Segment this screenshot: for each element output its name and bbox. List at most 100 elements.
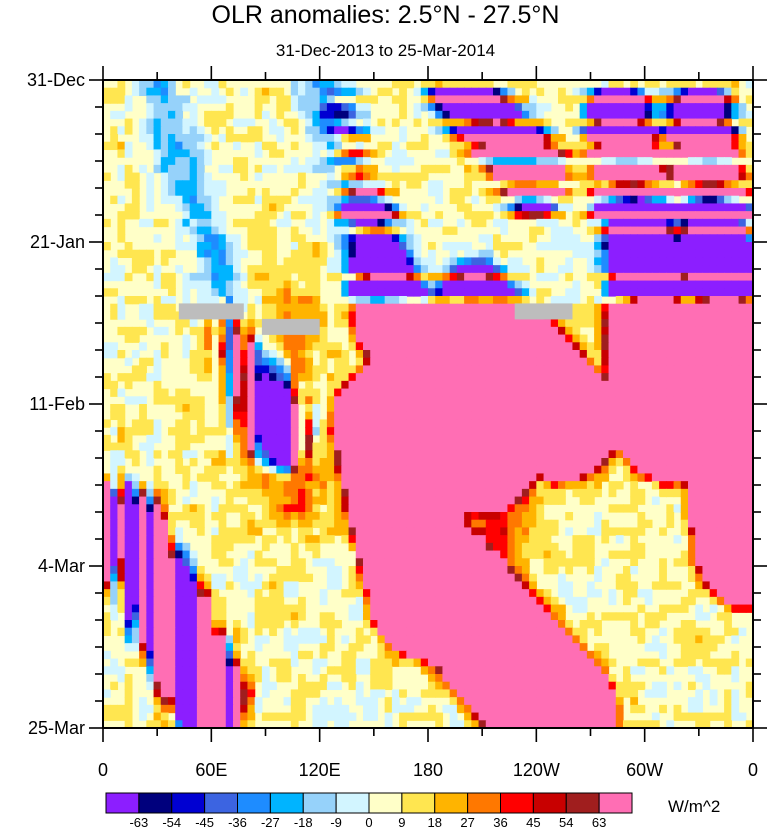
field-cell xyxy=(146,542,155,552)
field-cell xyxy=(608,319,617,328)
field-cell xyxy=(276,311,285,320)
field-cell xyxy=(464,542,472,552)
field-cell xyxy=(514,80,523,89)
field-cell xyxy=(240,118,249,127)
field-cell xyxy=(290,373,299,382)
field-cell xyxy=(363,103,371,112)
field-cell xyxy=(298,450,306,459)
field-cell xyxy=(514,188,523,197)
field-cell xyxy=(305,134,314,143)
field-cell xyxy=(745,257,753,266)
field-cell xyxy=(651,411,660,421)
field-cell xyxy=(283,527,292,536)
field-cell xyxy=(348,512,357,521)
field-cell xyxy=(623,87,631,97)
field-cell xyxy=(269,473,277,482)
field-cell xyxy=(644,195,653,205)
field-cell xyxy=(637,249,646,259)
field-cell xyxy=(572,604,581,613)
field-cell xyxy=(608,311,617,320)
field-cell xyxy=(319,535,328,544)
field-cell xyxy=(290,473,299,482)
field-cell xyxy=(738,180,747,189)
field-cell xyxy=(731,589,740,598)
field-cell xyxy=(276,596,285,606)
field-cell xyxy=(428,411,436,421)
field-cell xyxy=(261,373,270,382)
field-cell xyxy=(651,334,660,343)
field-cell xyxy=(406,558,415,567)
field-cell xyxy=(233,365,241,374)
field-cell xyxy=(153,80,162,89)
field-cell xyxy=(615,265,624,274)
field-cell xyxy=(139,504,147,513)
field-cell xyxy=(276,589,285,598)
field-cell xyxy=(709,334,718,343)
field-cell xyxy=(449,303,458,313)
field-cell xyxy=(464,512,472,521)
field-cell xyxy=(586,465,595,475)
field-cell xyxy=(182,427,191,436)
field-cell xyxy=(666,442,675,451)
field-cell xyxy=(233,411,241,421)
field-cell xyxy=(305,473,314,482)
field-cell xyxy=(377,550,386,559)
field-cell xyxy=(247,242,256,251)
field-cell xyxy=(716,326,725,336)
field-cell xyxy=(543,134,552,143)
field-cell xyxy=(644,357,653,367)
field-cell xyxy=(680,404,689,413)
field-cell xyxy=(680,303,689,313)
field-cell xyxy=(290,249,299,259)
field-cell xyxy=(355,288,364,297)
field-cell xyxy=(493,589,501,598)
field-cell xyxy=(153,303,162,313)
field-cell xyxy=(153,566,162,575)
field-cell xyxy=(521,118,530,127)
field-cell xyxy=(391,203,400,212)
field-cell xyxy=(406,303,415,313)
field-cell xyxy=(399,357,407,367)
field-cell xyxy=(168,110,176,120)
field-cell xyxy=(623,242,631,251)
field-cell xyxy=(196,596,205,606)
field-cell xyxy=(493,419,501,428)
field-cell xyxy=(550,188,559,197)
field-cell xyxy=(334,195,342,205)
field-cell xyxy=(471,458,480,467)
field-cell xyxy=(673,126,682,135)
field-cell xyxy=(124,334,133,343)
field-cell xyxy=(218,550,227,559)
field-cell xyxy=(298,596,306,606)
field-cell xyxy=(189,488,198,498)
field-cell xyxy=(471,542,480,552)
field-cell xyxy=(464,604,472,613)
field-cell xyxy=(623,465,631,475)
field-cell xyxy=(688,373,696,382)
field-cell xyxy=(731,195,740,205)
field-cell xyxy=(579,103,588,112)
field-cell xyxy=(363,573,371,583)
field-cell xyxy=(160,95,169,104)
field-cell xyxy=(644,157,653,166)
field-cell xyxy=(218,180,227,189)
field-cell xyxy=(738,542,747,552)
field-cell xyxy=(637,265,646,274)
field-cell xyxy=(651,272,660,282)
field-cell xyxy=(702,573,711,583)
field-cell xyxy=(702,87,711,97)
field-cell xyxy=(189,180,198,189)
field-cell xyxy=(724,319,732,328)
field-cell xyxy=(355,226,364,235)
field-cell xyxy=(370,434,379,444)
field-cell xyxy=(168,118,176,127)
field-cell xyxy=(247,234,256,243)
field-cell xyxy=(673,280,682,289)
field-cell xyxy=(572,481,581,490)
field-cell xyxy=(261,535,270,544)
field-cell xyxy=(377,149,386,158)
field-cell xyxy=(608,481,617,490)
field-cell xyxy=(521,550,530,559)
field-cell xyxy=(269,388,277,397)
field-cell xyxy=(637,357,646,367)
